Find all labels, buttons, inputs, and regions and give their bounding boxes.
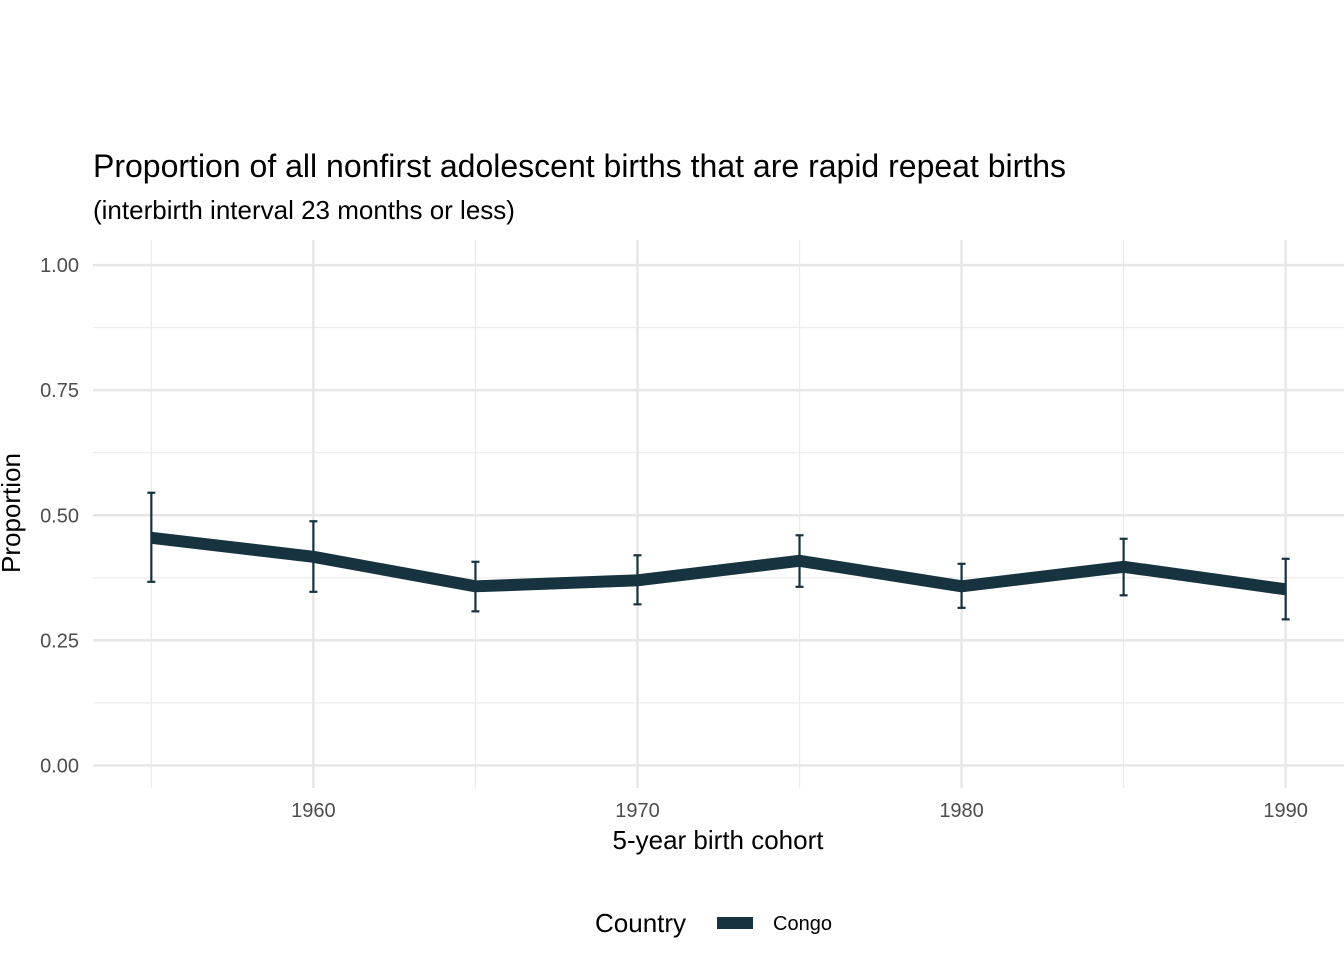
legend-label-congo: Congo (773, 913, 832, 935)
y-tick-label: 0.75 (40, 380, 79, 402)
y-tick-label: 0.25 (40, 630, 79, 652)
legend-title: Country (595, 908, 686, 938)
series-line-congo (150, 531, 1287, 596)
tick-labels: 0.00 0.25 0.50 0.75 1.00 1960 1970 1980 1990 (40, 255, 1308, 822)
y-tick-label: 0.00 (40, 755, 79, 777)
y-tick-label: 1.00 (40, 255, 79, 277)
x-tick-label: 1980 (939, 800, 984, 822)
x-tick-label: 1970 (615, 800, 660, 822)
chart-subtitle: (interbirth interval 23 months or less) (93, 195, 515, 225)
y-axis-title: Proportion (0, 453, 26, 573)
legend-key-congo (717, 917, 753, 929)
grid (93, 240, 1344, 788)
x-axis-title: 5-year birth cohort (613, 825, 825, 855)
series-lines (150, 531, 1287, 596)
chart-title: Proportion of all nonfirst adolescent bi… (93, 148, 1066, 184)
x-tick-label: 1960 (291, 800, 336, 822)
y-tick-label: 0.50 (40, 505, 79, 527)
legend: Country Congo (595, 908, 832, 938)
x-tick-label: 1990 (1263, 800, 1308, 822)
